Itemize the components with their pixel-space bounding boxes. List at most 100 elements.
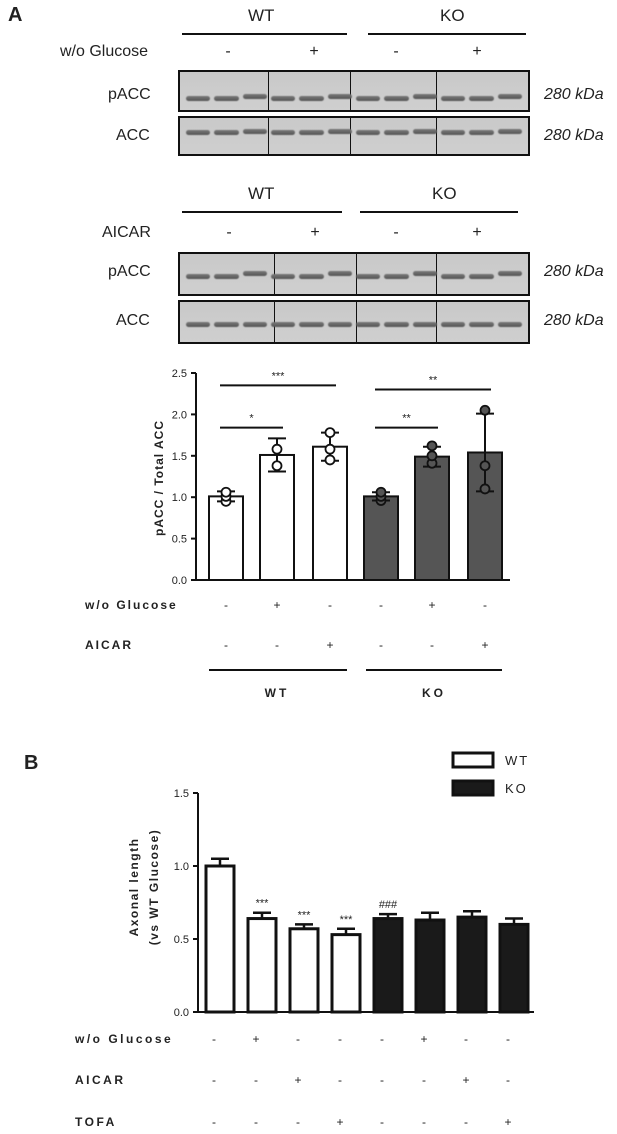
bar xyxy=(498,922,530,1014)
bar xyxy=(259,453,295,581)
blot-band xyxy=(186,322,211,327)
y-axis-subtitle: (vs WT Glucose) xyxy=(147,829,161,946)
condition-sign: - xyxy=(506,1073,510,1087)
group-label-ko: KO xyxy=(422,686,446,700)
data-point xyxy=(324,427,336,439)
blot-band xyxy=(384,274,409,279)
condition-sign: - xyxy=(379,638,383,652)
bar xyxy=(456,915,488,1014)
data-point xyxy=(324,443,336,455)
blot-band xyxy=(356,96,381,101)
data-point xyxy=(479,404,491,416)
condition-sign: + xyxy=(481,638,488,652)
blot1-row1-kda: 280 kDa xyxy=(544,86,604,103)
condition-sign: - xyxy=(464,1032,468,1046)
condition-sign: + xyxy=(294,1073,301,1087)
legend-swatch xyxy=(451,751,495,769)
blot-band xyxy=(469,130,494,135)
significance-label: *** xyxy=(272,370,286,382)
data-point xyxy=(426,450,438,462)
blot1-wt-bracket xyxy=(182,33,347,35)
bar xyxy=(414,918,446,1014)
blot-band xyxy=(299,96,324,101)
blot1-acc-image xyxy=(178,116,530,156)
blot2-row1-label: pACC xyxy=(108,263,151,280)
data-point xyxy=(220,486,232,498)
condition-sign: - xyxy=(224,598,228,612)
bar xyxy=(288,927,320,1014)
blot-band xyxy=(271,274,296,279)
legend-swatch xyxy=(451,779,495,797)
data-point xyxy=(375,486,387,498)
condition-label: w/o Glucose xyxy=(84,598,178,612)
bar xyxy=(414,455,450,581)
blot-band xyxy=(214,274,239,279)
blot2-sign: + xyxy=(472,224,482,241)
blot-band xyxy=(384,96,409,101)
condition-sign: - xyxy=(380,1115,384,1129)
bar xyxy=(312,445,348,581)
bar xyxy=(372,917,404,1014)
panel-a-label: A xyxy=(8,4,23,26)
data-point xyxy=(324,454,336,466)
blot-band xyxy=(469,274,494,279)
data-point xyxy=(479,483,491,495)
blot-band xyxy=(497,271,522,276)
condition-sign: - xyxy=(422,1073,426,1087)
blot-band xyxy=(412,129,437,134)
blot-band xyxy=(242,322,267,327)
blot-band xyxy=(214,322,239,327)
blot-band xyxy=(469,322,494,327)
blot2-wt-bracket xyxy=(182,211,342,213)
blot-band xyxy=(441,322,466,327)
condition-sign: + xyxy=(336,1115,343,1129)
condition-sign: - xyxy=(212,1032,216,1046)
blot-band xyxy=(356,322,381,327)
blot1-pacc-image xyxy=(178,70,530,112)
condition-sign: - xyxy=(379,598,383,612)
blot2-group-ko: KO xyxy=(432,184,457,203)
blot-band xyxy=(327,322,352,327)
condition-sign: - xyxy=(380,1032,384,1046)
blot-band xyxy=(299,274,324,279)
blot-band xyxy=(356,274,381,279)
blot-band xyxy=(356,130,381,135)
data-point xyxy=(271,443,283,455)
condition-label: AICAR xyxy=(75,1073,126,1087)
condition-sign: - xyxy=(483,598,487,612)
condition-sign: - xyxy=(212,1115,216,1129)
panel-b-label: B xyxy=(24,752,39,774)
y-tick-label: 1.5 xyxy=(174,788,189,800)
blot-band xyxy=(214,96,239,101)
blot1-group-wt: WT xyxy=(248,6,275,25)
y-tick-label: 1.0 xyxy=(172,492,187,504)
blot-band xyxy=(412,271,437,276)
blot1-sign: + xyxy=(472,43,482,60)
blot1-ko-bracket xyxy=(368,33,526,35)
blot-band xyxy=(299,322,324,327)
blot1-sign: - xyxy=(393,43,399,60)
condition-sign: - xyxy=(430,638,434,652)
blot-band xyxy=(384,322,409,327)
lane-divider xyxy=(436,118,437,154)
condition-sign: - xyxy=(254,1073,258,1087)
bar xyxy=(208,495,244,581)
blot1-sign: + xyxy=(309,43,319,60)
y-tick-label: 1.5 xyxy=(172,451,187,463)
data-point xyxy=(479,460,491,472)
condition-sign: - xyxy=(506,1032,510,1046)
blot2-pacc-image xyxy=(178,252,530,296)
blot2-row1-kda: 280 kDa xyxy=(544,263,604,280)
blot-band xyxy=(497,94,522,99)
blot-band xyxy=(412,322,437,327)
blot-band xyxy=(497,322,522,327)
significance-label: * xyxy=(249,413,254,425)
lane-divider xyxy=(268,118,269,154)
significance-label: ** xyxy=(429,375,438,387)
bar xyxy=(330,933,362,1014)
blot-band xyxy=(327,129,352,134)
condition-sign: + xyxy=(462,1073,469,1087)
condition-sign: - xyxy=(296,1115,300,1129)
y-axis-title: pACC / Total ACC xyxy=(152,420,166,536)
